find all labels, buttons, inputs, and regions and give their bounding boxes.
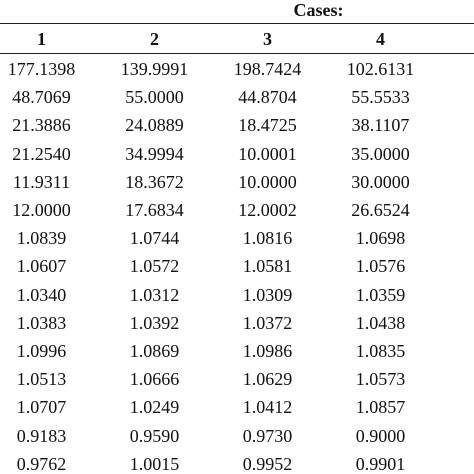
- table-cell: 1.0607: [16, 256, 67, 277]
- table-cell: 0.9590: [129, 425, 180, 446]
- table-cell: 1.0015: [129, 453, 180, 474]
- table-cell: 1.0412: [242, 397, 293, 418]
- column-header: 2: [150, 29, 159, 49]
- table-cell: 10.0001: [238, 143, 297, 164]
- table-cell: 139.9991: [120, 59, 189, 79]
- table-cell: 11.9311: [12, 171, 71, 192]
- header-rule: [0, 53, 474, 54]
- table-cell: 198.7424: [233, 59, 302, 79]
- table-cell: 0.9901: [355, 453, 406, 474]
- table-cell: 55.0000: [125, 87, 184, 108]
- table-cell: 1.0573: [355, 369, 406, 390]
- table-cell: 35.0000: [351, 143, 410, 164]
- table-cell: 48.7069: [12, 87, 71, 108]
- table-cell: 1.0249: [129, 397, 180, 418]
- table-cell: 1.0835: [355, 341, 406, 361]
- table-cell: 21.2540: [12, 143, 71, 164]
- table-cell: 0.9730: [242, 425, 293, 446]
- table-cell: 1.0513: [16, 369, 67, 390]
- table-cell: 44.8704: [238, 87, 297, 108]
- table-cell: 55.5533: [351, 87, 410, 108]
- table-cell: 18.4725: [238, 115, 297, 136]
- table-cell: 1.0372: [242, 312, 293, 333]
- table-cell: 30.0000: [351, 171, 410, 192]
- table-cell: 1.0986: [242, 341, 293, 361]
- table-cell: 1.0869: [129, 341, 180, 361]
- table-cell: 24.0889: [125, 115, 184, 136]
- table-cell: 34.9994: [125, 143, 184, 164]
- column-header: 3: [263, 29, 272, 49]
- table-cell: 1.0857: [355, 397, 406, 418]
- column-header: 4: [376, 29, 385, 49]
- table-cell: 1.0340: [16, 284, 67, 305]
- column-header: 1: [37, 29, 46, 49]
- table-cell: 0.9000: [355, 425, 406, 446]
- table-cell: 1.0707: [16, 397, 67, 418]
- table-cell: 102.6131: [346, 59, 415, 79]
- table-cell: 1.0698: [355, 228, 406, 249]
- table-cell: 1.0629: [242, 369, 293, 390]
- table-cell: 1.0581: [242, 256, 293, 277]
- table-cell: 0.9952: [242, 453, 293, 474]
- table-cell: 0.9762: [16, 453, 67, 474]
- table-cell: 38.1107: [351, 115, 410, 136]
- table-cell: 1.0816: [242, 228, 293, 249]
- table-cell: 1.0839: [16, 228, 67, 249]
- table-cell: 12.0000: [12, 200, 71, 220]
- table-cell: 18.3672: [125, 171, 184, 192]
- table-cell: 26.6524: [351, 200, 410, 220]
- table-cell: 1.0744: [129, 228, 180, 249]
- table-cell: 1.0576: [355, 256, 406, 277]
- table-cell: 1.0383: [16, 312, 67, 333]
- table-cell: 10.0000: [238, 171, 297, 192]
- table-cell: 1.0438: [355, 312, 406, 333]
- table-cell: 1.0312: [129, 284, 180, 305]
- table-cell: 1.0666: [129, 369, 180, 390]
- table-cell: 1.0572: [129, 256, 180, 277]
- table-cell: 177.1398: [7, 59, 76, 79]
- table-cell: 1.0359: [355, 284, 406, 305]
- table-cell: 12.0002: [238, 200, 297, 220]
- table-cell: 21.3886: [12, 115, 71, 136]
- table-cell: 1.0392: [129, 312, 180, 333]
- table-cell: 0.9183: [16, 425, 67, 446]
- table-cell: 17.6834: [125, 200, 184, 220]
- table-cell: 1.0309: [242, 284, 293, 305]
- table-cell: 1.0996: [16, 341, 67, 361]
- group-header: Cases:: [293, 0, 344, 20]
- header-rule: [0, 23, 474, 24]
